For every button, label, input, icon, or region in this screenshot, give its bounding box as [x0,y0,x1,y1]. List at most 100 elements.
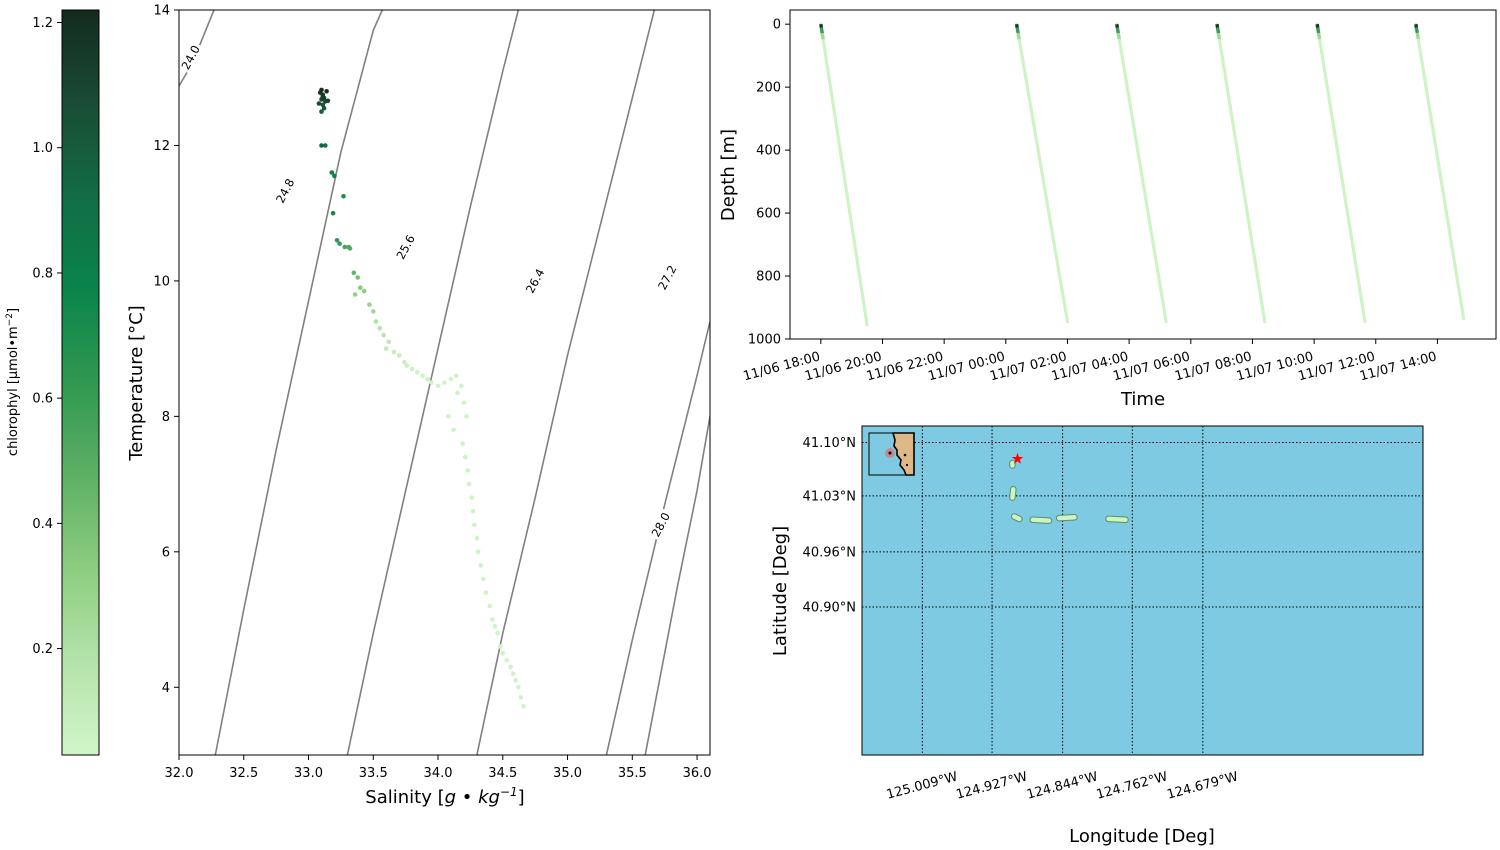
depth-xlabel: Time [1120,389,1165,410]
map-xtick-label: 124.844°W [1025,769,1100,802]
ts-point [415,370,420,375]
ts-point [355,275,361,280]
ts-point [320,102,326,108]
ts-point [409,366,415,372]
ts-ytick-label: 12 [153,139,170,154]
ts-point [381,332,386,338]
map-xtick-label: 125.009°W [885,769,960,802]
ts-xtick-label: 35.5 [618,766,647,781]
ts-point [352,292,358,297]
profile-line [1414,22,1466,321]
ts-point [373,319,379,324]
ts-xtick-label: 35.0 [553,766,582,781]
ts-xtick-label: 33.5 [359,766,388,781]
profile-line [819,22,869,327]
map-inset [868,432,915,476]
ts-point [487,603,493,609]
ts-point [323,143,328,148]
contour-label-bg [646,507,675,542]
ts-point [469,495,475,500]
map-ytick-label: 41.10°N [803,436,856,451]
ts-xlabel: Salinity [g • kg−1] [365,785,524,808]
profile-line [1315,22,1367,324]
colorbar-tick-label: 0.4 [32,517,53,532]
ts-point [451,427,456,433]
ts-point [377,326,383,331]
inset-land-dot [905,463,909,467]
profile-line [1215,22,1267,324]
map-axes-frame [861,425,1424,756]
ts-point [346,244,352,250]
ts-point [497,644,503,649]
ts-point [518,695,524,700]
colorbar-tick-label: 1.0 [32,141,53,156]
ts-point [425,376,431,382]
density-contour-line [214,10,384,755]
ts-point [361,288,367,294]
inset-location-dot [888,451,892,455]
inset-land-dot [903,453,907,457]
ts-point [490,617,495,622]
glider-track [1009,452,1129,524]
ts-diagram: 24.024.825.626.4 27.228.0 32.0 32.5 33.0 33.… [126,4,712,809]
track-segment [1030,517,1052,523]
profile-surface-segment [819,27,824,34]
ts-point [521,703,526,709]
ts-point [367,302,372,307]
map-ylabel: Latitude [Deg] [770,526,791,656]
profile-surface-segment [1215,27,1221,34]
colorbar-tick-label: 0.6 [32,392,53,407]
ts-xtick-label: 32.0 [165,766,194,781]
colorbar-tick-label: 1.2 [32,16,53,31]
ts-ytick-label: 14 [153,4,170,19]
ts-point [429,380,434,385]
colorbar-label: chlorophyl [µmol•m−2] [5,308,21,456]
depth-ytick-label: 1000 [748,333,781,348]
density-contour-line [605,321,710,755]
ts-point [448,376,454,382]
profile-surface-segment [819,23,824,29]
ts-points [316,87,526,709]
contour-label-bg [179,40,205,75]
ts-point [319,143,324,148]
ts-point [464,414,469,419]
ts-point [329,170,335,175]
ts-xtick-label: 32.5 [229,766,258,781]
track-segment [1010,487,1016,500]
profile-surface-segment [1315,23,1320,29]
depth-ytick-label: 600 [756,207,781,222]
profile-surface-segment [1115,23,1120,29]
profile-lines [819,22,1466,327]
ts-point [513,678,518,683]
depth-ytick-label: 400 [756,144,781,159]
map-ytick-label: 40.90°N [803,600,856,615]
colorbar: 0.2 0.4 0.6 0.8 1.0 1.2 chlorophyl [µmol•m−2] [5,9,100,756]
profile-surface-segment [1216,32,1222,40]
ts-point [470,508,476,514]
ts-xtick-label: 36.0 [683,766,712,781]
track-segment [1106,516,1128,523]
ts-point [319,87,324,93]
contour-label-bg [391,230,420,265]
profile-surface-segment [1016,32,1021,40]
profile-line [1115,22,1168,324]
ts-point [492,624,498,629]
density-contour-line [476,10,656,755]
profile-surface-segment [1115,27,1120,34]
ts-point [332,173,337,179]
ts-point [460,441,465,446]
profile-surface-segment [820,32,825,40]
ts-point [396,353,402,358]
ts-point [337,241,342,246]
profile-surface-segment [1415,32,1420,40]
ts-point [316,101,322,106]
colorbar-gradient [61,9,100,756]
map-ytick-label: 40.96°N [803,545,856,560]
profile-surface-segment [1014,23,1019,29]
ts-point [465,468,471,473]
map-xlabel: Longitude [Deg] [1069,826,1215,847]
ts-ytick-label: 10 [153,274,170,289]
map-gridlines [862,426,1423,755]
